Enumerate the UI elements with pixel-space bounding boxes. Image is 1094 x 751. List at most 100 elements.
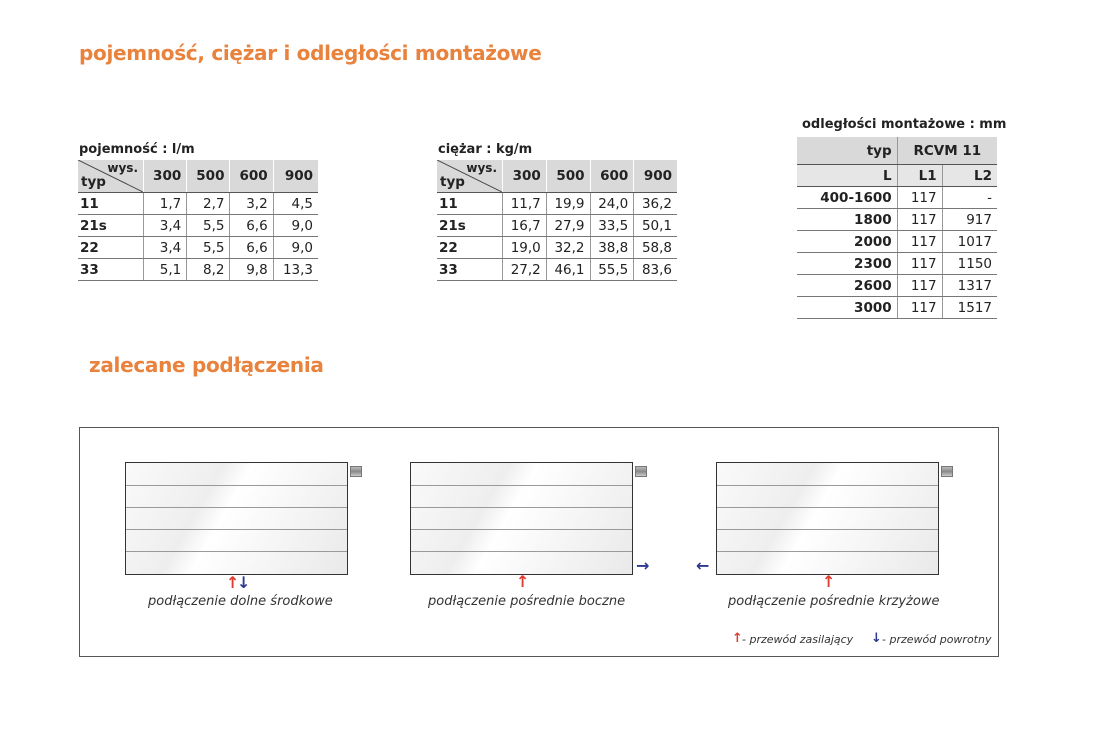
radiator-illustration xyxy=(716,462,939,575)
legend-supply: - przewód zasilający xyxy=(742,633,854,646)
column-header: 300 xyxy=(502,160,547,193)
table-cell: 117 xyxy=(896,186,943,209)
corner-bottom-label: typ xyxy=(81,174,106,190)
row-type: 11 xyxy=(437,192,503,215)
valve-icon xyxy=(635,466,647,477)
table-cell: 1150 xyxy=(941,252,997,275)
table-cell: 3,2 xyxy=(229,192,274,215)
column-header: 600 xyxy=(589,160,634,193)
table-cell: 19,9 xyxy=(545,192,590,215)
column-header: 900 xyxy=(272,160,318,193)
table-cell: 1800 xyxy=(797,208,898,231)
capacity-table-title: pojemność : l/m xyxy=(79,142,195,157)
table-row: 33 5,1 8,2 9,8 13,3 xyxy=(78,258,318,281)
table-cell: 1317 xyxy=(941,274,997,297)
table-row: 21s 3,4 5,5 6,6 9,0 xyxy=(78,214,318,237)
weight-table: wys. typ 300 500 600 900 11 11,7 19,9 24,0 36,2 21s… xyxy=(437,160,677,281)
table-cell: 2,7 xyxy=(186,192,230,215)
row-type: 33 xyxy=(437,258,503,281)
table-cell: 8,2 xyxy=(186,258,230,281)
main-heading: pojemność, ciężar i odległości montażowe xyxy=(79,41,542,65)
table-row: 2600 117 1317 xyxy=(797,274,997,297)
table-cell: 2300 xyxy=(797,252,898,275)
row-type: 22 xyxy=(78,236,144,259)
table-cell: 9,8 xyxy=(229,258,274,281)
legend-return-icon: ↓ xyxy=(871,631,882,646)
row-type: 33 xyxy=(78,258,144,281)
table-cell: 13,3 xyxy=(272,258,318,281)
table-row: 11 1,7 2,7 3,2 4,5 xyxy=(78,192,318,215)
table-cell: 117 xyxy=(896,208,943,231)
table-cell: 1017 xyxy=(941,230,997,253)
table-cell: 400-1600 xyxy=(797,186,898,209)
table-row: 3000 117 1517 xyxy=(797,296,997,319)
table-cell: 917 xyxy=(941,208,997,231)
table-cell: 38,8 xyxy=(589,236,634,259)
table-cell: 117 xyxy=(896,296,943,319)
row-type: 21s xyxy=(437,214,503,237)
table-cell: 9,0 xyxy=(272,236,318,259)
connections-diagram-box: ↑ ↓ podłączenie dolne środkowe ↑ → podłą… xyxy=(79,427,999,657)
table-cell: 2600 xyxy=(797,274,898,297)
table-cell: 6,6 xyxy=(229,236,274,259)
corner-top-label: wys. xyxy=(466,161,497,175)
table-row: 21s 16,7 27,9 33,5 50,1 xyxy=(437,214,677,237)
typ-header: typ xyxy=(797,137,898,165)
table-cell: 6,6 xyxy=(229,214,274,237)
return-arrow-icon: ↓ xyxy=(237,573,251,592)
table-cell: 58,8 xyxy=(633,236,677,259)
table-cell: 2000 xyxy=(797,230,898,253)
table-cell: 33,5 xyxy=(589,214,634,237)
corner-bottom-label: typ xyxy=(440,174,465,190)
table-cell: 117 xyxy=(896,274,943,297)
table-cell: 5,5 xyxy=(186,214,230,237)
diagram-caption: podłączenie dolne środkowe xyxy=(148,594,333,609)
table-cell: 3,4 xyxy=(142,214,187,237)
return-arrow-icon: → xyxy=(636,556,650,575)
column-header: 500 xyxy=(545,160,590,193)
table-cell: 1,7 xyxy=(142,192,187,215)
table-row: 33 27,2 46,1 55,5 83,6 xyxy=(437,258,677,281)
diagram-caption: podłączenie pośrednie krzyżowe xyxy=(728,594,940,609)
table-row: 400-1600 117- xyxy=(797,186,997,209)
table-cell: 50,1 xyxy=(633,214,677,237)
radiator-illustration xyxy=(410,462,633,575)
corner-header: wys. typ xyxy=(437,160,503,193)
row-type: 11 xyxy=(78,192,144,215)
table-cell: 5,1 xyxy=(142,258,187,281)
row-type: 22 xyxy=(437,236,503,259)
table-cell: 19,0 xyxy=(502,236,547,259)
column-header: 500 xyxy=(186,160,230,193)
table-cell: 5,5 xyxy=(186,236,230,259)
table-cell: 16,7 xyxy=(502,214,547,237)
corner-header: wys. typ xyxy=(78,160,144,193)
table-row: 1800 117 917 xyxy=(797,208,997,231)
table-cell: 117 xyxy=(896,252,943,275)
column-header: 300 xyxy=(142,160,187,193)
valve-icon xyxy=(941,466,953,477)
table-cell: 27,2 xyxy=(502,258,547,281)
supply-arrow-icon: ↑ xyxy=(822,572,836,591)
col-L: L xyxy=(797,164,898,187)
valve-icon xyxy=(350,466,362,477)
table-row: 11 11,7 19,9 24,0 36,2 xyxy=(437,192,677,215)
legend-supply-icon: ↑ xyxy=(732,631,743,646)
table-cell: 4,5 xyxy=(272,192,318,215)
return-arrow-icon: ← xyxy=(696,556,710,575)
capacity-table: wys. typ 300 500 600 900 11 1,7 2,7 3,2 4,5 21s 3,4 5… xyxy=(78,160,318,281)
radiator-illustration xyxy=(125,462,348,575)
legend-return: - przewód powrotny xyxy=(882,633,992,646)
table-cell: 9,0 xyxy=(272,214,318,237)
weight-table-title: ciężar : kg/m xyxy=(438,142,533,157)
table-cell: 32,2 xyxy=(545,236,590,259)
table-row: 2300 117 1150 xyxy=(797,252,997,275)
distance-table: typ RCVM 11 L L1 L2 400-1600 117-1800 117 917 2… xyxy=(797,137,997,319)
col-L2: L2 xyxy=(941,164,997,187)
col-L1: L1 xyxy=(896,164,943,187)
table-cell: 24,0 xyxy=(589,192,634,215)
table-cell: 1517 xyxy=(941,296,997,319)
table-cell: 3000 xyxy=(797,296,898,319)
row-type: 21s xyxy=(78,214,144,237)
table-row: 22 19,0 32,2 38,8 58,8 xyxy=(437,236,677,259)
